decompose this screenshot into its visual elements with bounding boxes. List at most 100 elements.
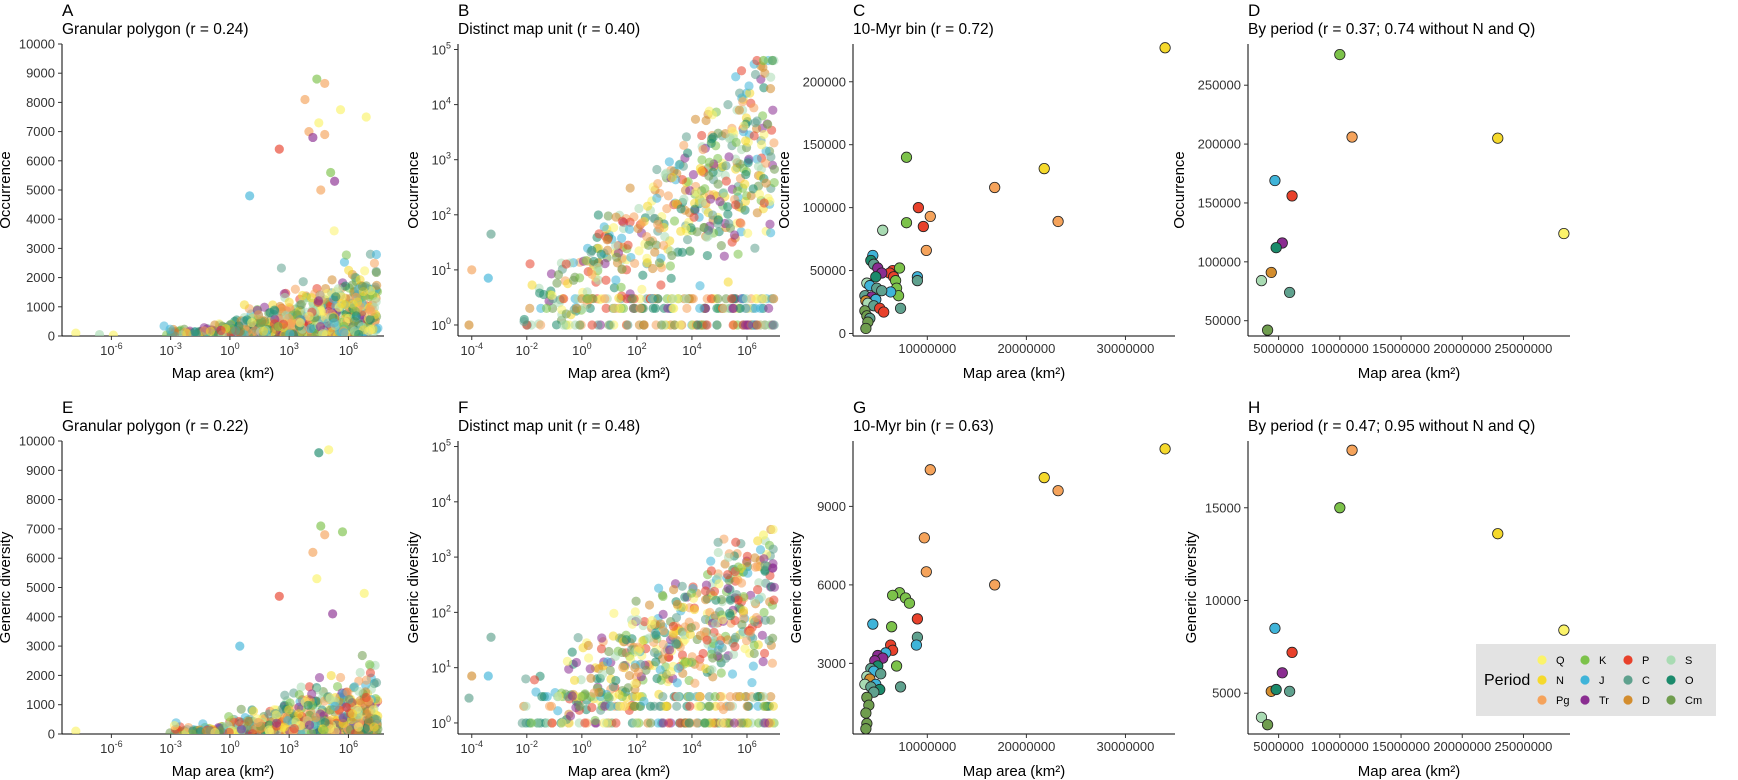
point-N <box>527 280 537 290</box>
point-J <box>339 328 349 336</box>
x-tick-label: 10000000 <box>898 739 956 754</box>
point-N <box>1492 132 1504 144</box>
point-P <box>730 641 740 652</box>
y-tick-label: 2000 <box>26 270 55 285</box>
point-Q <box>695 701 705 711</box>
point-D <box>464 320 474 330</box>
point-N <box>667 172 677 183</box>
point-N <box>668 628 678 638</box>
x-axis-title: Map area (km²) <box>172 763 275 780</box>
point-O <box>706 138 716 148</box>
point-J <box>652 193 662 203</box>
point-C <box>486 229 496 239</box>
point-P <box>247 729 258 734</box>
panel-title: By period (r = 0.37; 0.74 without N and … <box>1248 21 1535 38</box>
point-K <box>710 691 720 702</box>
x-tick-label: 20000000 <box>1433 341 1491 356</box>
point-Tr <box>567 691 578 701</box>
point-P <box>611 718 621 728</box>
y-tick-label: 4000 <box>26 212 55 227</box>
point-S <box>576 675 586 685</box>
point-P <box>698 648 708 659</box>
y-tick-label: 50000 <box>1205 313 1241 328</box>
y-axis-title: Generic diversity <box>0 531 14 643</box>
point-K <box>583 294 593 304</box>
point-P <box>753 585 763 595</box>
point-Pg <box>725 701 735 711</box>
y-tick-label: 250000 <box>1198 78 1241 93</box>
point-Q <box>603 718 613 728</box>
panel-G: G10-Myr bin (r = 0.63) 10000000 20000000 30… <box>788 398 1175 780</box>
legend-swatch-S <box>1666 655 1676 665</box>
point-S <box>611 241 621 251</box>
point-P <box>623 240 633 250</box>
point-C <box>713 537 723 547</box>
x-tick-label: 10-3 <box>159 341 181 358</box>
point-P <box>759 648 770 659</box>
point-Tr <box>597 633 607 643</box>
point-Pg <box>642 232 652 242</box>
point-P <box>1286 190 1298 202</box>
point-O <box>690 204 700 214</box>
x-tick-label: 10000000 <box>898 341 956 356</box>
point-S <box>630 718 641 728</box>
point-Pg <box>679 140 689 150</box>
point-C <box>486 632 496 642</box>
x-tick-label: 100 <box>220 341 239 358</box>
y-tick-label: 3000 <box>26 639 55 654</box>
point-D <box>583 640 593 651</box>
point-O <box>190 327 200 336</box>
point-Tr <box>658 609 668 619</box>
point-Tr <box>743 320 754 330</box>
point-Cm <box>561 309 571 319</box>
point-O <box>666 273 676 283</box>
point-Pg <box>920 566 932 578</box>
point-P <box>361 692 371 703</box>
point-J <box>744 81 754 91</box>
point-N <box>326 670 336 681</box>
point-C <box>894 302 907 314</box>
y-tick-label: 6000 <box>817 577 846 592</box>
point-D <box>701 115 711 126</box>
point-O <box>645 701 656 711</box>
point-Pg <box>320 78 330 89</box>
point-S <box>325 694 335 704</box>
point-K <box>759 701 769 711</box>
point-K <box>669 216 680 226</box>
point-Cm <box>603 211 613 221</box>
point-J <box>371 249 382 260</box>
point-N <box>689 604 699 615</box>
point-N <box>768 701 778 711</box>
y-tick-label: 8000 <box>26 95 55 110</box>
panel-title: Granular polygon (r = 0.24) <box>62 21 249 38</box>
point-P <box>625 217 635 227</box>
point-J <box>867 618 879 630</box>
point-P <box>559 294 569 304</box>
point-Cm <box>860 723 872 734</box>
point-C <box>750 69 761 80</box>
point-Cm <box>605 665 615 676</box>
point-Q <box>619 701 630 711</box>
point-D <box>648 263 658 274</box>
panel-letter: G <box>853 398 866 417</box>
point-D <box>650 247 660 257</box>
x-tick-label: 106 <box>737 341 756 358</box>
point-N <box>642 201 653 211</box>
point-C <box>713 218 723 229</box>
point-N <box>294 709 304 719</box>
point-C <box>670 638 680 648</box>
point-Cm <box>713 179 723 189</box>
point-Tr <box>585 664 595 674</box>
point-Pg <box>311 713 321 723</box>
point-P <box>878 306 890 318</box>
panel-title: By period (r = 0.47; 0.95 without N and … <box>1248 418 1535 435</box>
points-layer <box>71 445 383 734</box>
point-N <box>258 326 269 336</box>
point-P <box>216 325 226 336</box>
x-axis-title: Map area (km²) <box>963 365 1066 382</box>
point-Pg <box>253 310 264 320</box>
point-J <box>731 72 741 82</box>
point-Tr <box>600 259 610 269</box>
point-Tr <box>729 230 740 240</box>
